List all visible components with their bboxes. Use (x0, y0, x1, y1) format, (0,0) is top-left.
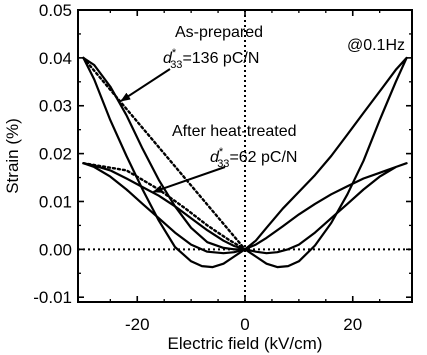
series-4-dotted-line (82, 161, 247, 251)
y-tick-label: 0.02 (39, 145, 72, 164)
annotation-2: After heat-treated d* 33=62 pC/N (152, 123, 297, 193)
y-axis-label: Strain (%) (3, 118, 22, 194)
y-tick-label: 0.05 (39, 1, 72, 20)
y-tick-label: 0.04 (39, 49, 72, 68)
annotation-1: As-prepared d* 33=136 pC/N (120, 24, 263, 102)
x-tick-label: -20 (125, 315, 150, 334)
frequency-label: @0.1Hz (347, 37, 405, 54)
annotation-coefficient: d* 33=136 pC/N (163, 47, 259, 71)
x-tick-label: 0 (240, 315, 249, 334)
y-tick-label: 0.01 (39, 192, 72, 211)
y-tick-label: 0.03 (39, 97, 72, 116)
series-3-dotted-line (82, 56, 247, 251)
y-tick-label: -0.01 (33, 288, 72, 307)
annotations: As-prepared d* 33=136 pC/N After heat-treat… (120, 24, 297, 193)
annotation-coefficient: d* 33=62 pC/N (210, 146, 297, 170)
y-tick-label: 0.00 (39, 240, 72, 259)
x-tick-label: 20 (343, 315, 362, 334)
x-axis-label: Electric field (kV/cm) (168, 334, 323, 353)
axis-ticks: -20 0 20 -0.01 0.00 0.01 0.02 0.03 0.04 0.05 (33, 1, 412, 334)
annotation-arrow (152, 166, 226, 193)
series-2-solid-line (82, 162, 408, 255)
annotation-title: After heat-treated (172, 123, 297, 140)
annotation-title: As-prepared (175, 24, 263, 41)
annotation-arrow (120, 68, 171, 102)
